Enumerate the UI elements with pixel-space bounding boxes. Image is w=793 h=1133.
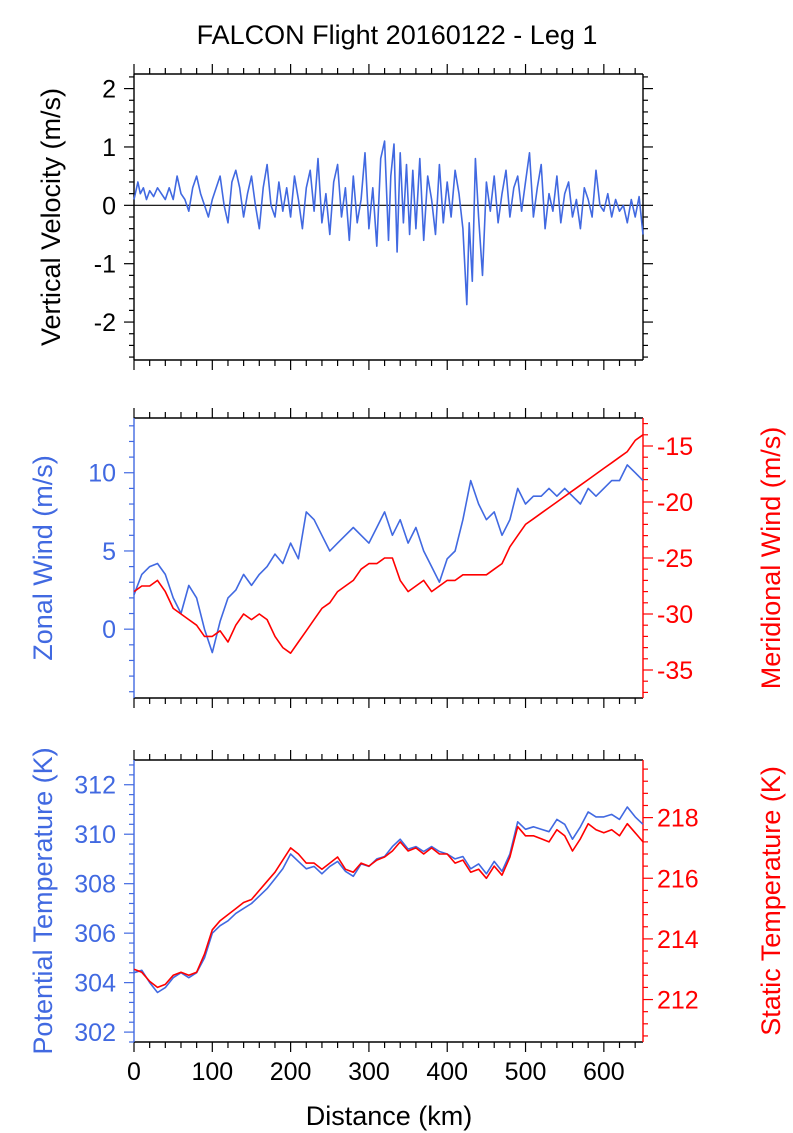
- y-tick-label-right: -20: [657, 489, 693, 517]
- y-tick-label-left: 0: [102, 616, 116, 644]
- y-axis-label-left: Zonal Wind (m/s): [28, 455, 58, 661]
- x-tick-label: 600: [583, 1058, 625, 1086]
- x-tick-label: 500: [505, 1058, 547, 1086]
- y-tick-label-left: 5: [102, 538, 116, 566]
- series-line-static-temperature: [133, 822, 644, 989]
- y-tick-label-left: 0: [102, 192, 116, 220]
- y-tick-label-right: -35: [657, 657, 693, 685]
- y-axis-label-left: Vertical Velocity (m/s): [36, 88, 66, 346]
- x-tick-label: 100: [191, 1058, 233, 1086]
- y-tick-label-left: 310: [74, 821, 116, 849]
- y-axis-label-left: Potential Temperature (K): [28, 747, 58, 1054]
- y-tick-label-left: 302: [74, 1019, 116, 1047]
- y-tick-label-left: 308: [74, 871, 116, 899]
- y-tick-label-left: 306: [74, 920, 116, 948]
- y-tick-label-right: 212: [657, 987, 699, 1015]
- y-axis-label-right: Meridional Wind (m/s): [756, 427, 786, 690]
- x-tick-label: 0: [127, 1058, 141, 1086]
- y-axis-label-right: Static Temperature (K): [756, 766, 786, 1036]
- series-line-potential-temperature: [133, 806, 644, 994]
- y-tick-label-right: -25: [657, 545, 693, 573]
- y-tick-label-left: 1: [102, 134, 116, 162]
- y-tick-label-left: 10: [88, 460, 116, 488]
- series-line: [133, 140, 644, 306]
- chart-title: FALCON Flight 20160122 - Leg 1: [197, 20, 598, 50]
- y-tick-label-right: -30: [657, 601, 693, 629]
- y-tick-label-right: 216: [657, 865, 699, 893]
- y-tick-label-left: 304: [74, 970, 116, 998]
- panel-top: 2 1 0 -1 -2 Vertical Velocity (m/s): [36, 64, 653, 370]
- series-line-zonal-wind: [133, 464, 644, 654]
- x-tick-label: 300: [348, 1058, 390, 1086]
- y-tick-label-left: 312: [74, 772, 116, 800]
- y-tick-label-left: -1: [94, 251, 116, 279]
- y-tick-label-left: -2: [94, 309, 116, 337]
- x-tick-label: 200: [270, 1058, 312, 1086]
- y-tick-label-right: 218: [657, 805, 699, 833]
- panel-bottom: 312 310 308 306 304 302 218 216 214 212 Static Tem…: [28, 747, 786, 1054]
- series-line-meridional-wind: [133, 434, 644, 654]
- y-tick-label-right: 214: [657, 926, 699, 954]
- y-tick-label-right: -15: [657, 433, 693, 461]
- x-axis-label: Distance (km): [306, 1101, 473, 1131]
- panel-middle: 10 5 0 -15 -20 -25 -30 -35 Meridional Wind (m/s)…: [28, 408, 786, 708]
- y-tick-label-left: 2: [102, 76, 116, 104]
- x-tick-label: 400: [426, 1058, 468, 1086]
